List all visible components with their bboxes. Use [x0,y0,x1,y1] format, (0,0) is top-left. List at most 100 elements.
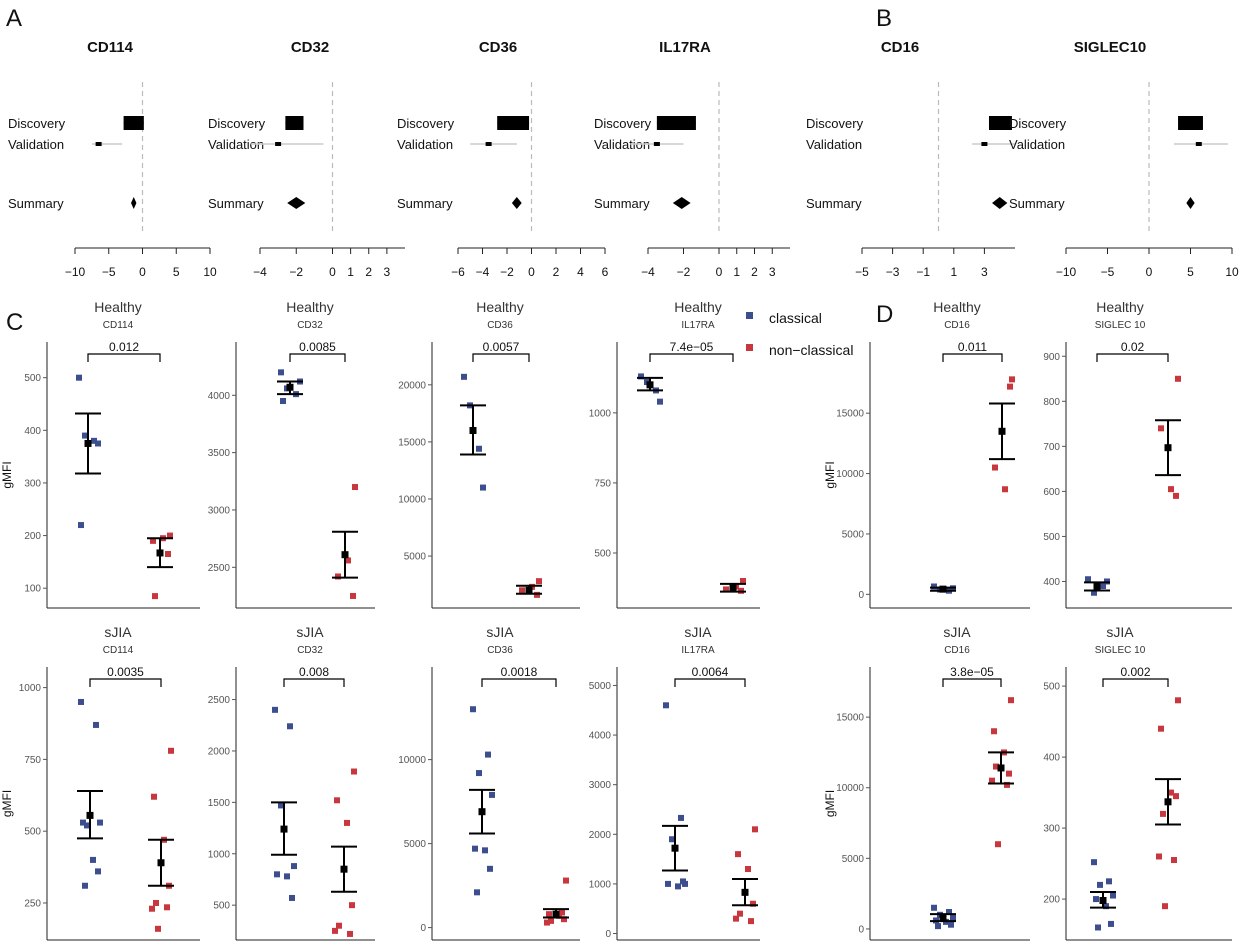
mean-point-classical [1093,582,1101,590]
point-non-classical [1156,853,1162,860]
mean-point-non-classical [525,586,533,594]
point-classical [95,440,101,447]
point-classical [91,437,97,444]
forest-row-label-validation: Validation [208,137,264,152]
point-non-classical [1008,697,1014,704]
y-tick-label: 400 [1043,577,1060,588]
y-tick-label: 0 [420,923,426,934]
plot-title: sJIA [486,624,514,640]
point-non-classical [561,916,567,923]
y-tick-label: 100 [24,584,41,595]
point-classical [663,702,669,709]
forest-tick-label: 0 [716,265,723,279]
plot-subtitle: CD114 [103,645,134,656]
p-value-label: 0.0064 [692,665,729,679]
mean-point-classical [286,383,294,391]
point-classical [1091,589,1097,596]
y-tick-label: 10000 [398,755,426,766]
point-classical [657,398,663,405]
validation-box [95,142,102,146]
point-classical [1091,859,1097,866]
dot-plot-healthy-cd32: Healthy CD32 0.0085 2500 3000 3500 4000 [208,299,375,609]
plot-subtitle: IL17RA [681,645,715,656]
point-non-classical [519,587,525,594]
forest-row-label-validation: Validation [806,137,862,152]
point-classical [76,374,82,381]
forest-title: CD32 [291,39,329,56]
p-value-label: 0.008 [299,665,329,679]
plot-title: sJIA [1106,624,1134,640]
y-axis-label: gMFI [0,790,14,817]
y-tick-label: 3000 [208,505,231,516]
point-non-classical [1004,781,1010,788]
significance-bracket [89,678,162,687]
p-value-label: 7.4e−05 [670,340,714,354]
point-non-classical [335,573,341,580]
summary-diamond [672,197,691,209]
forest-tick-label: 4 [577,265,584,279]
point-non-classical [995,841,1001,848]
forest-tick-label: 2 [365,265,372,279]
forest-tick-label: 1 [950,265,957,279]
point-non-classical [165,551,171,557]
forest-tick-label: 2 [751,265,758,279]
y-tick-label: 5000 [404,839,427,850]
mean-point-classical [939,585,947,593]
point-non-classical [989,777,995,784]
y-tick-label: 1000 [208,849,231,860]
forest-plot-cd36: CD36 Discovery Validation Summary −6 −4 −2 0 2 4 6 [397,39,609,279]
y-tick-label: 0 [858,924,864,935]
p-value-label: 0.011 [958,340,987,354]
plot-title: Healthy [286,299,333,315]
p-value-label: 0.0057 [483,340,520,354]
forest-row-label-discovery: Discovery [1009,116,1067,131]
summary-diamond [131,197,137,209]
y-tick-label: 4000 [589,731,612,742]
y-tick-label: 5000 [842,529,865,540]
point-classical [935,923,941,930]
point-non-classical [536,578,542,585]
forest-tick-label: −2 [500,265,514,279]
discovery-box [285,116,304,130]
point-classical [95,868,101,875]
point-classical [946,908,952,915]
point-classical [474,889,480,896]
forest-tick-label: 5 [1187,265,1194,279]
mean-point-classical [84,439,92,447]
point-classical [675,883,681,890]
point-non-classical [1168,486,1174,493]
mean-point-non-classical [157,859,165,867]
point-classical [1103,903,1109,910]
point-classical [278,369,284,376]
mean-point-classical [478,808,486,816]
point-non-classical [745,866,751,873]
point-non-classical [1168,789,1174,796]
point-classical [482,847,488,854]
mean-point-non-classical [729,584,737,592]
y-tick-label: 600 [1043,487,1060,498]
point-classical [489,791,495,798]
point-non-classical [546,911,552,918]
forest-tick-label: 0 [139,265,146,279]
point-classical [97,819,103,826]
dot-plot-healthy-cd114: Healthy CD114 0.012 100 200 300 400 500 gMFI [0,299,200,609]
y-tick-label: 1500 [208,798,231,809]
y-tick-label: 750 [594,478,611,489]
forest-plot-cd32: CD32 Discovery Validation Summary −4 −2 0 1 2 3 [208,39,405,279]
point-classical [278,802,284,809]
y-tick-label: 500 [24,827,41,838]
forest-row-label-discovery: Discovery [806,116,864,131]
p-value-label: 0.0018 [501,665,538,679]
point-classical [931,583,937,590]
point-non-classical [723,586,729,593]
y-tick-label: 20000 [398,380,426,391]
forest-row-label-validation: Validation [594,137,650,152]
y-tick-label: 2500 [208,563,231,574]
legend-swatch-classical [746,312,753,319]
point-non-classical [1158,425,1164,432]
significance-bracket [283,678,345,687]
forest-row-label-discovery: Discovery [8,116,66,131]
point-non-classical [740,578,746,585]
point-non-classical [349,902,355,909]
